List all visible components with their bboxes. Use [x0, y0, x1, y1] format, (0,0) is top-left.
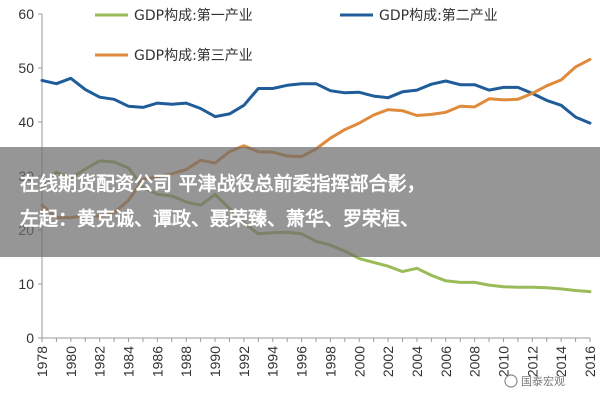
- x-tick-label: 1996: [294, 346, 310, 377]
- x-tick-label: 2008: [467, 346, 483, 377]
- x-tick-label: 1994: [265, 346, 281, 377]
- x-tick-label: 1984: [121, 346, 137, 377]
- x-tick-label: 1990: [207, 346, 223, 377]
- x-tick-label: 1982: [92, 346, 108, 377]
- legend-label-3: GDP构成:第三产业: [134, 47, 253, 64]
- banner-background: [0, 147, 600, 257]
- legend: GDP构成:第一产业 GDP构成:第二产业 GDP构成:第三产业: [95, 7, 498, 64]
- banner-line-2: 左起：黄克诚、谭政、聂荣臻、萧华、罗荣桓、: [20, 207, 419, 230]
- x-tick-label: 1992: [236, 346, 252, 377]
- y-tick-label: 50: [18, 60, 34, 76]
- y-tick-label: 40: [18, 114, 34, 130]
- caption-banner: 在线期货配资公司 平津战役总前委指挥部合影， 左起：黄克诚、谭政、聂荣臻、萧华、…: [0, 147, 600, 257]
- legend-label-2: GDP构成:第二产业: [379, 7, 498, 24]
- y-tick-label: 10: [18, 276, 34, 292]
- x-tick-label: 1998: [322, 346, 338, 377]
- x-tick-label: 1986: [149, 346, 165, 377]
- x-tick-label: 2002: [380, 346, 396, 377]
- wechat-icon: [504, 374, 518, 388]
- legend-label-1: GDP构成:第一产业: [134, 7, 253, 24]
- x-tick-label: 2016: [582, 346, 598, 377]
- x-tick-label: 1978: [34, 346, 50, 377]
- y-tick-label: 60: [18, 6, 34, 22]
- x-tick-label: 2000: [351, 346, 367, 377]
- watermark: 国泰宏观: [504, 374, 565, 388]
- x-tick-label: 1980: [63, 346, 79, 377]
- watermark-text: 国泰宏观: [521, 374, 565, 388]
- x-tick-label: 2006: [438, 346, 454, 377]
- y-tick-label: 0: [26, 330, 34, 346]
- banner-line-1: 在线期货配资公司 平津战役总前委指挥部合影，: [20, 172, 426, 195]
- x-tick-label: 2012: [524, 346, 540, 377]
- x-tick-label: 1988: [178, 346, 194, 377]
- x-tick-label: 2014: [553, 346, 569, 377]
- x-tick-label: 2004: [409, 346, 425, 377]
- x-tick-label: 2010: [495, 346, 511, 377]
- series-line-2: [40, 76, 592, 125]
